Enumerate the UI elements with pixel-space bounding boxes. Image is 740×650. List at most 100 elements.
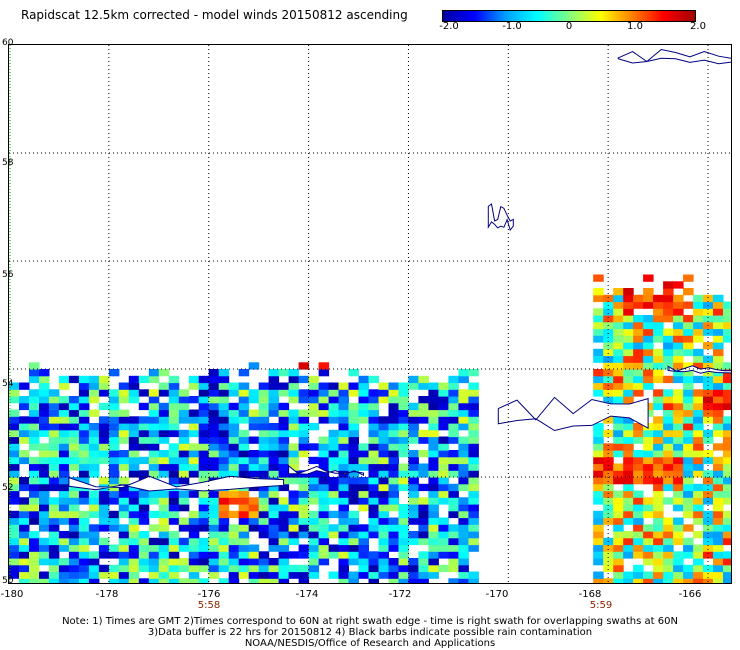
wind-cell [408, 375, 419, 384]
wind-cell [603, 382, 614, 390]
wind-cell [168, 389, 180, 397]
wind-cell [288, 477, 300, 485]
wind-cell [338, 497, 349, 505]
wind-cell [603, 389, 614, 397]
wind-cell [398, 450, 409, 458]
wind-cell [448, 450, 459, 458]
wind-cell [168, 416, 180, 424]
wind-cell [78, 375, 90, 384]
wind-cell [653, 436, 664, 444]
wind-cell [328, 463, 340, 471]
wind-cell [218, 369, 230, 377]
wind-cell [703, 524, 714, 532]
wind-cell [428, 382, 439, 390]
wind-cell [198, 578, 210, 583]
wind-cell [418, 558, 429, 566]
wind-cell [188, 578, 200, 583]
wind-cell [108, 490, 120, 498]
wind-cell [398, 436, 409, 444]
wind-cell [408, 537, 419, 546]
wind-cell [643, 456, 654, 465]
wind-cell [228, 497, 240, 505]
wind-cell [108, 524, 120, 532]
wind-cell [198, 416, 210, 424]
wind-cell [108, 450, 120, 458]
wind-cell [29, 483, 40, 492]
wind-cell [108, 551, 120, 559]
wind-cell [663, 423, 674, 431]
wind-cell [218, 450, 230, 458]
wind-cell [278, 544, 290, 552]
wind-cell [138, 497, 150, 505]
wind-cell [9, 450, 20, 458]
wind-cell [713, 470, 724, 478]
wind-cell [398, 396, 409, 404]
wind-cell [198, 544, 210, 552]
wind-cell [318, 537, 330, 546]
wind-cell [58, 402, 70, 411]
wind-cell [663, 315, 674, 323]
wind-cell [88, 429, 100, 438]
wind-cell [613, 288, 624, 296]
wind-cell [593, 288, 604, 296]
wind-cell [683, 409, 694, 417]
wind-cell [218, 510, 230, 519]
wind-cell [228, 524, 240, 532]
wind-cell [248, 578, 260, 583]
wind-cell [188, 558, 200, 566]
wind-cell [29, 571, 40, 579]
wind-cell [663, 463, 674, 471]
wind-cell [228, 429, 240, 438]
wind-cell [593, 348, 604, 357]
wind-cell [643, 470, 654, 478]
wind-cell [39, 551, 50, 559]
wind-cell [643, 510, 654, 519]
wind-cell [228, 571, 240, 579]
wind-cell [613, 510, 624, 519]
wind-cell [408, 483, 419, 492]
wind-cell [238, 436, 250, 444]
wind-cell [713, 443, 724, 451]
wind-cell [118, 571, 130, 579]
wind-cell [713, 321, 724, 330]
wind-cell [298, 531, 310, 539]
wind-cell [68, 443, 80, 451]
wind-cell [378, 531, 389, 539]
wind-cell [603, 443, 614, 451]
wind-cell [168, 578, 180, 583]
wind-cell [318, 436, 330, 444]
wind-cell [448, 544, 459, 552]
wind-cell [128, 470, 140, 478]
wind-cell [178, 436, 190, 444]
wind-cell [88, 510, 100, 519]
wind-cell [148, 544, 160, 552]
wind-cell [138, 558, 150, 566]
wind-cell [178, 544, 190, 552]
wind-cell [683, 564, 694, 573]
wind-cell [288, 450, 300, 458]
wind-cell [278, 564, 290, 573]
wind-cell [723, 510, 731, 519]
wind-cell [408, 571, 419, 579]
wind-cell [58, 531, 70, 539]
wind-cell [378, 524, 389, 532]
wind-cell [138, 510, 150, 519]
wind-cell [9, 517, 20, 525]
wind-cell [623, 355, 634, 363]
wind-cell [713, 558, 724, 566]
wind-cell [158, 537, 170, 546]
wind-cell [108, 416, 120, 424]
wind-cell [653, 423, 664, 431]
wind-cell [653, 355, 664, 363]
wind-cell [278, 510, 290, 519]
wind-cell [613, 389, 624, 397]
wind-cell [218, 456, 230, 465]
wind-cell [723, 436, 731, 444]
wind-cell [148, 510, 160, 519]
wind-cell [238, 531, 250, 539]
wind-cell [388, 416, 399, 424]
wind-cell [448, 483, 459, 492]
wind-cell [613, 315, 624, 323]
wind-cell [98, 429, 110, 438]
wind-cell [98, 571, 110, 579]
